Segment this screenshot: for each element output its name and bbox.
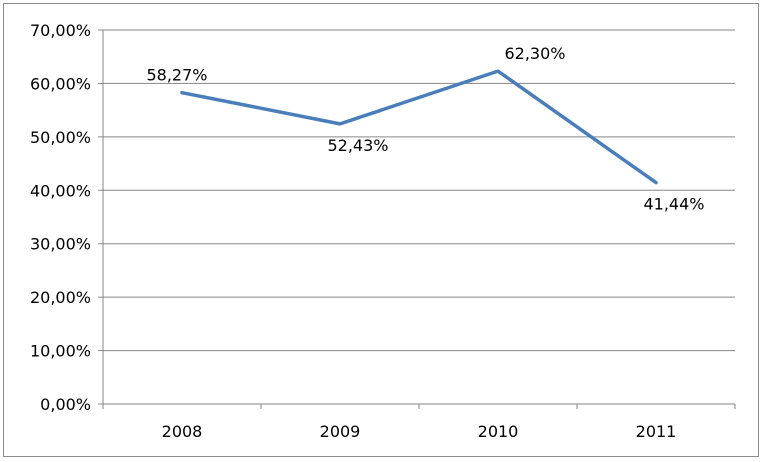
- gridlines: [103, 29, 735, 352]
- chart-frame: 0,00% 10,00% 20,00% 30,00% 40,00% 50,00% 60,00…: [3, 3, 759, 457]
- x-tick-label: 2009: [320, 422, 361, 441]
- y-tick-label: 0,00%: [40, 395, 91, 414]
- y-tick-label: 40,00%: [30, 181, 91, 200]
- data-label: 58,27%: [146, 66, 207, 85]
- line-chart: 0,00% 10,00% 20,00% 30,00% 40,00% 50,00% 60,00…: [30, 21, 736, 441]
- x-tick-label: 2010: [478, 422, 519, 441]
- data-labels: 58,27% 52,43% 62,30% 41,44%: [146, 44, 704, 213]
- data-label: 52,43%: [327, 136, 388, 155]
- y-tick-label: 60,00%: [30, 74, 91, 93]
- y-tick-label: 30,00%: [30, 235, 91, 254]
- data-label: 62,30%: [504, 44, 565, 63]
- x-tick-labels: 2008 2009 2010 2011: [162, 422, 677, 441]
- y-tick-label: 20,00%: [30, 288, 91, 307]
- series-line: [180, 69, 658, 185]
- y-tick-label: 10,00%: [30, 342, 91, 361]
- data-label: 41,44%: [643, 195, 704, 214]
- y-tick-labels: 0,00% 10,00% 20,00% 30,00% 40,00% 50,00% 60,00…: [30, 21, 91, 414]
- series-lines: [180, 69, 658, 185]
- axes: [98, 29, 736, 409]
- x-tick-label: 2011: [636, 422, 677, 441]
- y-tick-label: 50,00%: [30, 128, 91, 147]
- y-tick-label: 70,00%: [30, 21, 91, 40]
- x-tick-label: 2008: [162, 422, 203, 441]
